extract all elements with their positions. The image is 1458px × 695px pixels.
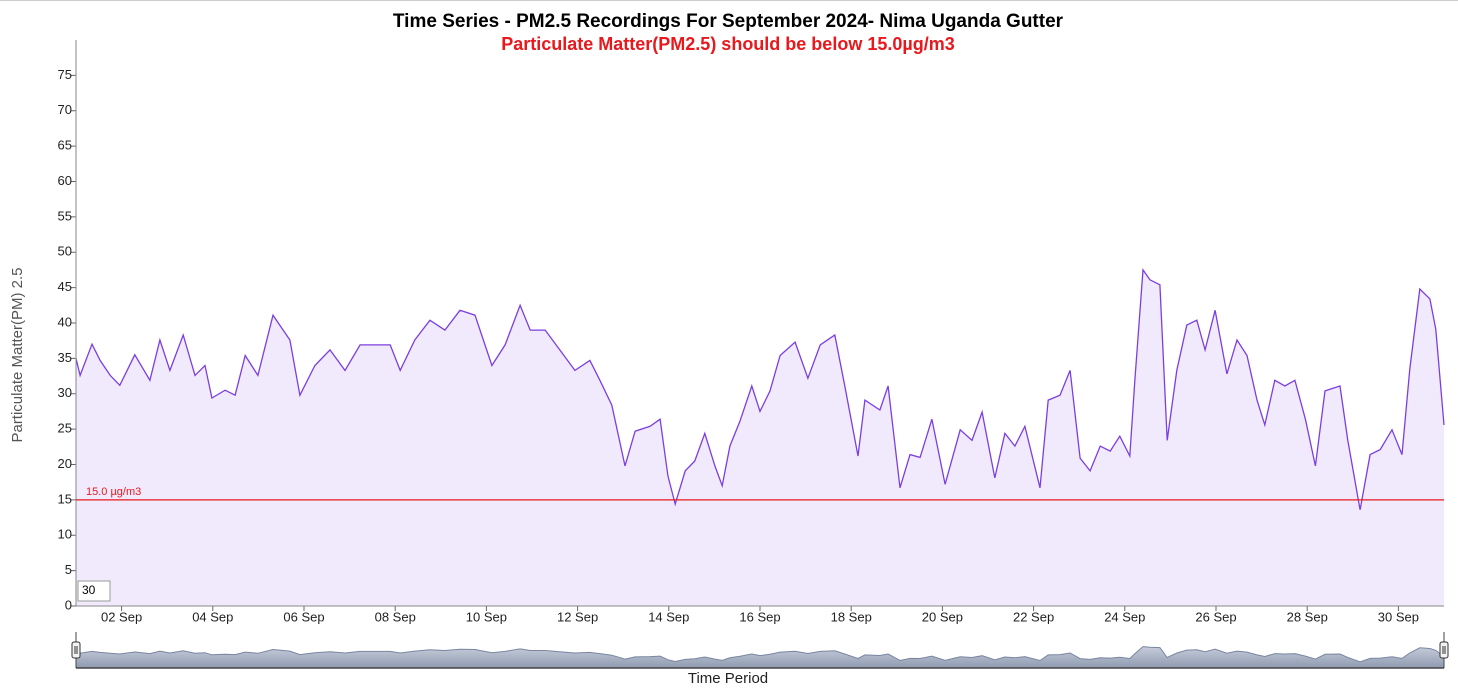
range-input-value: 30 xyxy=(82,583,96,597)
x-tick-label: 16 Sep xyxy=(739,609,780,624)
y-tick-label: 35 xyxy=(58,350,72,365)
y-tick-label: 15 xyxy=(58,491,72,506)
chart-subtitle: Particulate Matter(PM2.5) should be belo… xyxy=(501,34,954,54)
y-tick-label: 5 xyxy=(65,562,72,577)
navigator-handle[interactable] xyxy=(71,641,81,659)
y-tick-label: 0 xyxy=(65,597,72,612)
x-axis-label: Time Period xyxy=(688,670,768,687)
area-fill xyxy=(76,269,1444,606)
x-tick-label: 10 Sep xyxy=(466,609,507,624)
x-tick-label: 08 Sep xyxy=(375,609,416,624)
navigator-area xyxy=(76,646,1444,668)
x-tick-label: 14 Sep xyxy=(648,609,689,624)
y-tick-label: 50 xyxy=(58,244,72,259)
series-line xyxy=(75,268,1445,510)
threshold-label: 15.0 µg/m3 xyxy=(86,486,141,498)
y-tick-label: 40 xyxy=(58,314,72,329)
y-tick-label: 10 xyxy=(58,527,72,542)
range-input xyxy=(77,580,111,602)
y-tick-label: 45 xyxy=(58,279,72,294)
x-tick-label: 18 Sep xyxy=(831,609,872,624)
navigator-line xyxy=(75,646,1445,663)
x-tick-label: 22 Sep xyxy=(1013,609,1054,624)
y-tick-label: 55 xyxy=(58,208,72,223)
x-tick-label: 30 Sep xyxy=(1378,609,1419,624)
x-tick-label: 24 Sep xyxy=(1104,609,1145,624)
y-axis-label: Particulate Matter(PM) 2.5 xyxy=(9,267,26,442)
x-tick-label: 20 Sep xyxy=(922,609,963,624)
x-tick-label: 06 Sep xyxy=(283,609,324,624)
chart-title: Time Series - PM2.5 Recordings For Septe… xyxy=(393,11,1064,32)
x-tick-label: 02 Sep xyxy=(101,609,142,624)
y-tick-label: 60 xyxy=(58,173,72,188)
y-tick-label: 20 xyxy=(58,456,72,471)
x-tick-label: 12 Sep xyxy=(557,609,598,624)
x-tick-label: 28 Sep xyxy=(1287,609,1328,624)
y-tick-label: 70 xyxy=(58,102,72,117)
x-tick-label: 26 Sep xyxy=(1195,609,1236,624)
navigator-handle[interactable] xyxy=(1439,641,1449,659)
y-tick-label: 65 xyxy=(58,138,72,153)
y-tick-label: 75 xyxy=(58,67,72,82)
x-tick-label: 04 Sep xyxy=(192,609,233,624)
y-tick-label: 25 xyxy=(58,421,72,436)
y-tick-label: 30 xyxy=(58,385,72,400)
